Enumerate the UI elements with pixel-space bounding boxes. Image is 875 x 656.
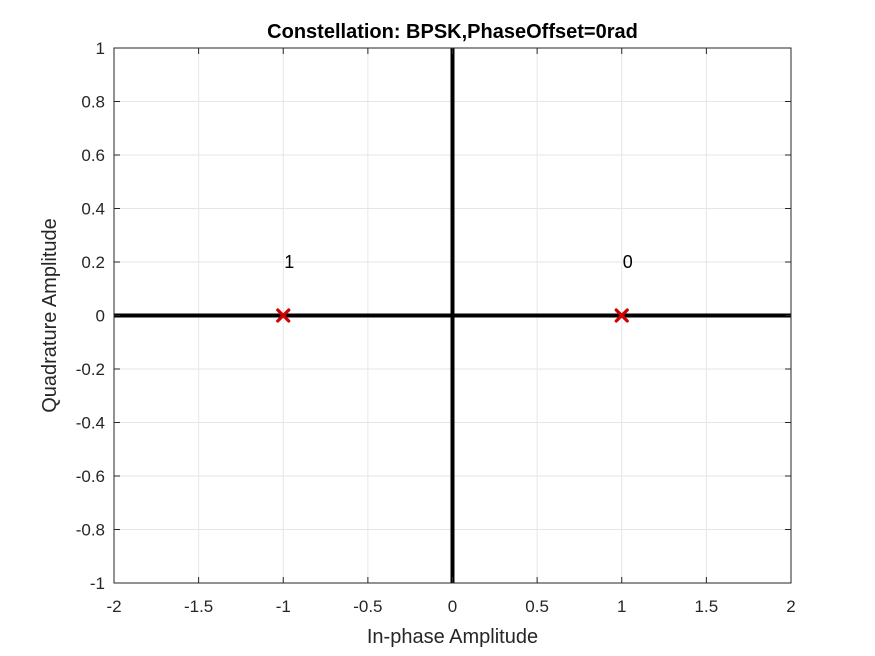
constellation-point-x-marker xyxy=(614,308,629,323)
x-tick-label: -0.5 xyxy=(353,597,382,616)
chart-title: Constellation: BPSK,PhaseOffset=0rad xyxy=(267,21,638,43)
y-tick-label: 0.6 xyxy=(81,146,105,165)
symbol-label: 0 xyxy=(623,252,633,272)
x-axis-label: In-phase Amplitude xyxy=(367,626,538,648)
y-tick-label: 0 xyxy=(96,307,105,326)
y-tick-label: -0.8 xyxy=(76,521,105,540)
x-tick-label: -2 xyxy=(106,597,121,616)
constellation-points xyxy=(276,308,629,323)
x-tick-label: 1 xyxy=(617,597,626,616)
x-tick-label: -1.5 xyxy=(184,597,213,616)
x-tick-labels: -2 -1.5 -1 -0.5 0 0.5 1 1.5 2 xyxy=(106,597,795,616)
y-tick-label: -0.2 xyxy=(76,360,105,379)
x-tick-label: 2 xyxy=(786,597,795,616)
axis-ticks xyxy=(113,47,792,584)
y-tick-label: 1 xyxy=(96,39,105,58)
y-axis-label: Quadrature Amplitude xyxy=(39,218,61,413)
x-tick-label: 0 xyxy=(448,597,457,616)
constellation-point-x-marker xyxy=(276,308,291,323)
y-tick-label: -1 xyxy=(90,574,105,593)
y-tick-label: 0.8 xyxy=(81,93,105,112)
x-tick-label: 1.5 xyxy=(695,597,719,616)
y-tick-labels: -1 -0.8 -0.6 -0.4 -0.2 0 0.2 0.4 0.6 0.8 1 xyxy=(76,39,105,593)
y-tick-label: 0.2 xyxy=(81,253,105,272)
y-tick-label: -0.4 xyxy=(76,414,105,433)
y-tick-label: -0.6 xyxy=(76,467,105,486)
symbol-label: 1 xyxy=(284,252,294,272)
x-tick-label: -1 xyxy=(276,597,291,616)
reference-axes xyxy=(114,48,791,583)
y-tick-label: 0.4 xyxy=(81,200,105,219)
x-tick-label: 0.5 xyxy=(525,597,549,616)
